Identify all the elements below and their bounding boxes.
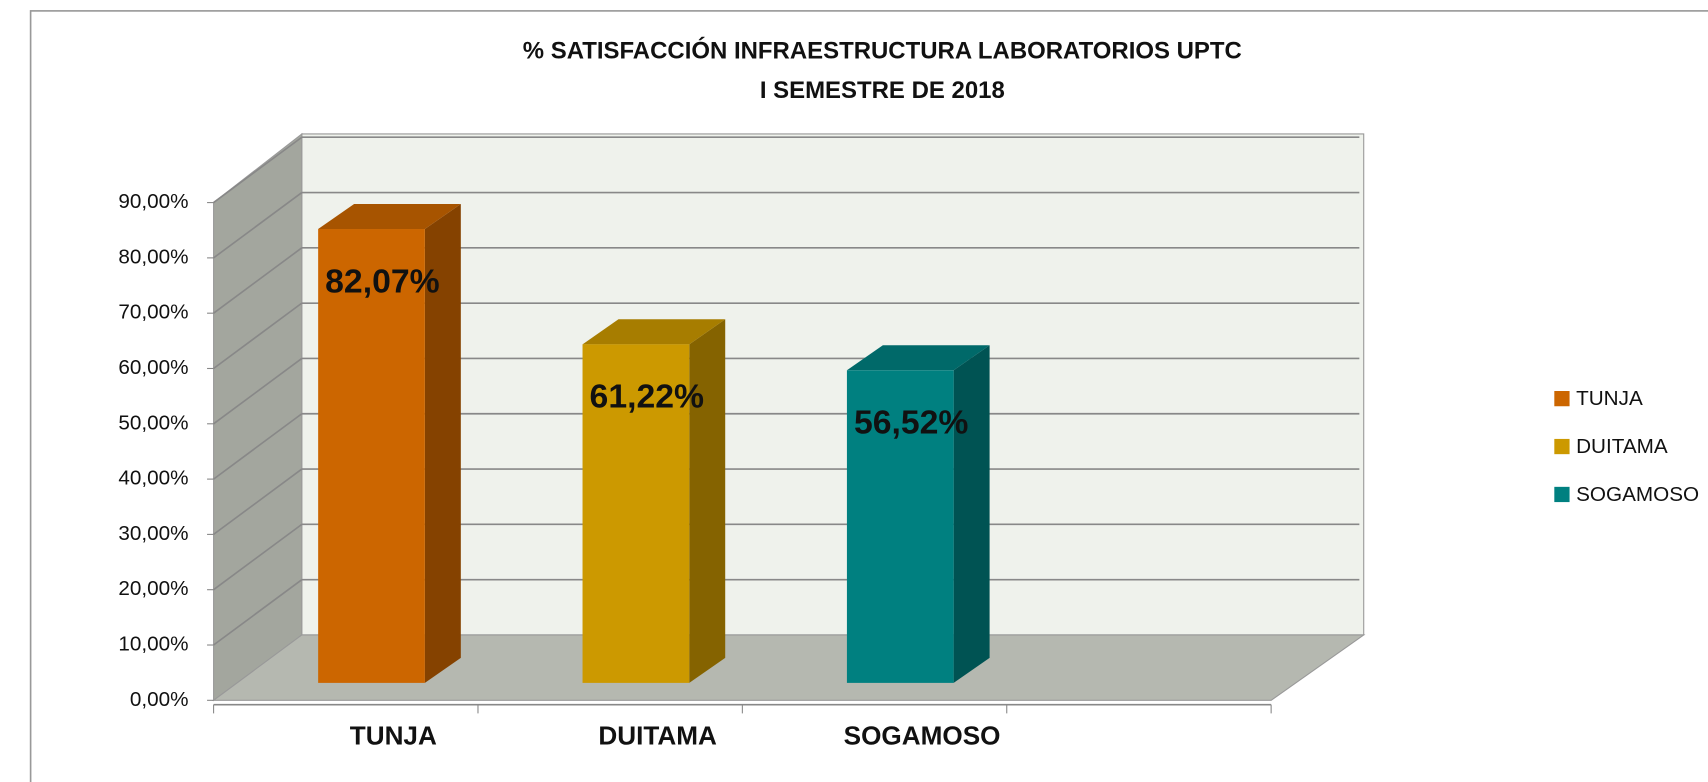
grid-line xyxy=(213,247,303,314)
chart-title: % SATISFACCIÓN INFRAESTRUCTURA LABORATOR… xyxy=(523,37,1242,65)
legend-swatch xyxy=(1554,438,1570,455)
chart-subtitle: I SEMESTRE DE 2018 xyxy=(760,77,1005,104)
y-tick-label: 0,00% xyxy=(130,688,189,711)
bar-top xyxy=(846,345,990,371)
data-label: 82,07% xyxy=(325,262,439,300)
y-tick-label: 40,00% xyxy=(118,467,188,490)
grid-line xyxy=(213,136,303,204)
legend-label: TUNJA xyxy=(1576,387,1643,410)
y-tick-label: 50,00% xyxy=(118,411,188,434)
grid-line xyxy=(213,357,303,425)
y-tick-label: 60,00% xyxy=(118,356,188,379)
bar-side xyxy=(953,345,990,683)
bar-side xyxy=(424,203,461,683)
data-label: 61,22% xyxy=(590,378,704,416)
y-tick-label: 90,00% xyxy=(118,190,188,213)
x-tick-label: TUNJA xyxy=(350,720,437,750)
bar-top xyxy=(582,319,726,345)
side-wall xyxy=(213,132,303,702)
y-tick-label: 30,00% xyxy=(118,522,188,545)
grid-line xyxy=(213,468,303,536)
legend-swatch xyxy=(1554,486,1570,503)
bar xyxy=(582,344,690,683)
y-tick-label: 70,00% xyxy=(118,301,188,324)
x-tick-label: DUITAMA xyxy=(598,720,717,750)
bar-top xyxy=(318,203,461,230)
grid-line xyxy=(213,191,303,259)
y-tick-label: 10,00% xyxy=(118,632,188,655)
legend-label: SOGAMOSO xyxy=(1576,483,1699,506)
grid-line xyxy=(213,579,303,646)
grid-line xyxy=(213,302,303,370)
grid-line xyxy=(213,413,303,480)
floor xyxy=(211,634,1366,701)
y-tick-label: 20,00% xyxy=(118,577,188,600)
data-label: 56,52% xyxy=(854,404,968,442)
x-tick-label: SOGAMOSO xyxy=(844,720,1001,750)
legend-label: DUITAMA xyxy=(1576,435,1668,458)
legend-swatch xyxy=(1554,391,1570,407)
back-wall xyxy=(301,133,1365,636)
y-tick-label: 80,00% xyxy=(118,245,188,268)
bar xyxy=(318,229,425,683)
grid-line xyxy=(213,523,303,591)
bar-side xyxy=(689,319,726,683)
bar xyxy=(846,370,954,683)
